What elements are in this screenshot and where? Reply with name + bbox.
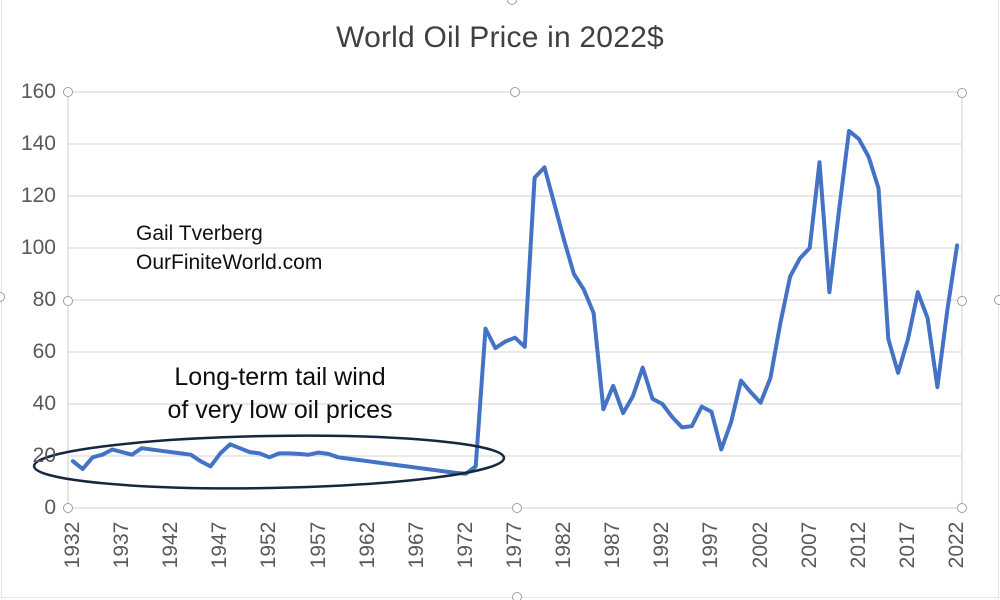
attribution-author: Gail Tverberg	[136, 222, 263, 245]
x-tick-label: 1937	[110, 521, 134, 569]
plot-handle-bottom-center[interactable]	[512, 503, 522, 513]
attribution-textbox: Gail Tverberg OurFiniteWorld.com	[136, 219, 322, 277]
chart-title: World Oil Price in 2022$	[336, 21, 664, 54]
x-tick-label: 1982	[552, 521, 576, 569]
y-tick-label: 80	[32, 288, 56, 311]
annotation-textbox: Long-term tail wind of very low oil pric…	[126, 361, 434, 427]
plot-handle-bottom-left[interactable]	[63, 503, 73, 513]
y-tick-label: 40	[32, 392, 56, 415]
x-tick-label: 1932	[60, 521, 84, 569]
x-tick-label: 2022	[945, 521, 969, 569]
y-tick-label: 20	[32, 444, 56, 467]
x-tick-label: 1947	[208, 521, 232, 569]
gridlines	[68, 91, 962, 509]
x-tick-label: 1942	[159, 521, 183, 569]
chart-handle-middle-right[interactable]	[994, 295, 1000, 305]
highlight-ellipse[interactable]	[32, 432, 506, 492]
x-tick-label: 1997	[699, 521, 723, 569]
oil-price-series-line[interactable]	[70, 129, 960, 476]
x-tick-label: 2007	[797, 521, 821, 569]
x-tick-label: 1962	[355, 521, 379, 569]
plot-handle-top-left[interactable]	[63, 87, 73, 97]
x-tick-label: 1992	[650, 521, 674, 569]
x-tick-label: 2012	[846, 521, 870, 569]
x-tick-label: 1967	[404, 521, 428, 569]
x-tick-label: 1977	[503, 521, 526, 569]
plot-handle-top-right[interactable]	[957, 88, 967, 98]
y-tick-label: 60	[32, 340, 56, 363]
y-tick-label: 0	[44, 496, 56, 519]
x-tick-label: 1972	[453, 521, 477, 569]
plot-handle-top-center[interactable]	[510, 87, 520, 97]
plot-handle-middle-left[interactable]	[63, 296, 73, 306]
plot-handle-middle-right[interactable]	[957, 296, 967, 306]
annotation-line-1: Long-term tail wind	[174, 363, 386, 391]
x-tick-label: 2017	[895, 521, 919, 569]
y-tick-label: 120	[20, 184, 56, 207]
chart-handle-bottom-center[interactable]	[512, 592, 522, 600]
y-tick-label: 140	[20, 132, 56, 155]
x-tick-label: 2002	[748, 521, 772, 569]
attribution-site: OurFiniteWorld.com	[136, 251, 323, 274]
annotation-line-2: of very low oil prices	[167, 396, 393, 424]
y-tick-label: 100	[20, 236, 56, 259]
y-tick-label: 160	[20, 80, 56, 103]
x-tick-label: 1952	[257, 521, 281, 569]
x-tick-label: 1957	[306, 521, 330, 569]
x-tick-label: 1987	[601, 521, 625, 569]
plot-handle-bottom-right[interactable]	[957, 503, 967, 513]
